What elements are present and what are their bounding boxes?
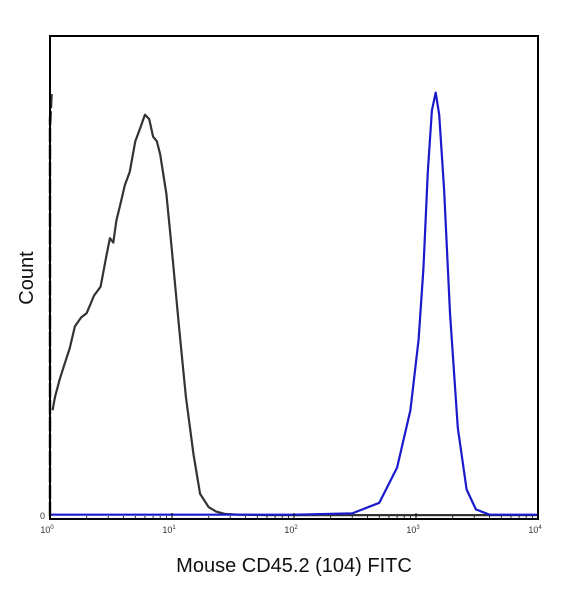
x-tick-label-3: 103 [406,525,420,535]
series-line-1 [51,113,538,517]
tick-layer: 100 101 102 103 104 0 [40,511,542,535]
y-tick-label-0: 0 [40,511,45,521]
series-layer [48,91,538,517]
x-tick-label-0: 100 [40,525,54,535]
x-tick-label-2: 102 [284,525,298,535]
x-axis-title: Mouse CD45.2 (104) FITC [176,555,412,577]
y-axis-title: Count [16,251,38,305]
series-line-2 [50,91,538,516]
plot-frame [49,35,539,520]
x-tick-label-1: 101 [162,525,176,535]
x-tick-label-4: 104 [528,525,542,535]
